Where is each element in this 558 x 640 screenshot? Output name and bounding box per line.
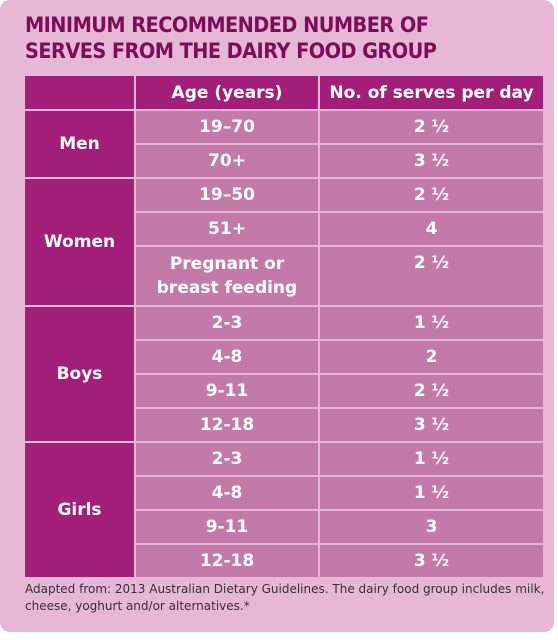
header-group xyxy=(25,76,135,111)
age-cell: 2-3 xyxy=(134,306,319,341)
age-cell: 9-11 xyxy=(134,374,319,409)
table-row: Girls 2-3 1 ½ xyxy=(25,442,543,579)
table-row: 9-11 3 xyxy=(25,510,543,545)
table-row: 4-8 2 xyxy=(25,340,543,375)
serves-table: Age (years) No. of serves per day Men 19… xyxy=(25,76,543,579)
header-age: Age (years) xyxy=(134,76,319,111)
serves-cell: 1 ½ xyxy=(318,306,543,341)
serves-cell: 3 ½ xyxy=(318,144,543,179)
table-row: 12-18 3 ½ xyxy=(25,408,543,443)
table-row: 12-18 3 ½ xyxy=(25,544,543,579)
source-footnote: Adapted from: 2013 Australian Dietary Gu… xyxy=(25,582,545,613)
age-cell: 70+ xyxy=(134,144,319,179)
serves-cell: 2 ½ xyxy=(318,246,543,307)
table-row: Men 19–70 2 ½ xyxy=(25,110,543,179)
age-cell: 12-18 xyxy=(134,408,319,443)
age-cell: 19–70 xyxy=(134,110,319,145)
group-label-girls: Girls xyxy=(25,442,135,579)
age-cell: Pregnant or breast feeding xyxy=(134,246,319,307)
table-row: Boys 2-3 1 ½ xyxy=(25,306,543,443)
table-row: Pregnant or breast feeding 2 ½ xyxy=(25,246,543,307)
header-serves: No. of serves per day xyxy=(318,76,543,111)
age-cell-text: Pregnant or breast feeding xyxy=(156,254,298,298)
group-label-women: Women xyxy=(25,178,135,307)
table-row: Women 19–50 2 ½ xyxy=(25,178,543,307)
age-cell: 4-8 xyxy=(134,476,319,511)
age-cell: 2-3 xyxy=(134,442,319,477)
serves-cell: 3 ½ xyxy=(318,544,543,579)
serves-cell: 2 xyxy=(318,340,543,375)
serves-cell: 1 ½ xyxy=(318,442,543,477)
serves-cell: 3 ½ xyxy=(318,408,543,443)
age-cell: 4-8 xyxy=(134,340,319,375)
serves-cell: 1 ½ xyxy=(318,476,543,511)
group-label-boys: Boys xyxy=(25,306,135,443)
serves-cell: 2 ½ xyxy=(318,110,543,145)
age-cell: 51+ xyxy=(134,212,319,247)
table-row: 9-11 2 ½ xyxy=(25,374,543,409)
group-label-men: Men xyxy=(25,110,135,179)
age-cell: 12-18 xyxy=(134,544,319,579)
serves-cell: 2 ½ xyxy=(318,178,543,213)
table-row: 70+ 3 ½ xyxy=(25,144,543,179)
table-header-row: Age (years) No. of serves per day xyxy=(25,76,543,111)
table-row: 51+ 4 xyxy=(25,212,543,247)
serves-cell: 4 xyxy=(318,212,543,247)
serves-cell: 2 ½ xyxy=(318,374,543,409)
age-cell: 9-11 xyxy=(134,510,319,545)
table-row: 4-8 1 ½ xyxy=(25,476,543,511)
card-title: MINIMUM RECOMMENDED NUMBER OF SERVES FRO… xyxy=(25,13,437,63)
serves-cell: 3 xyxy=(318,510,543,545)
age-cell: 19–50 xyxy=(134,178,319,213)
